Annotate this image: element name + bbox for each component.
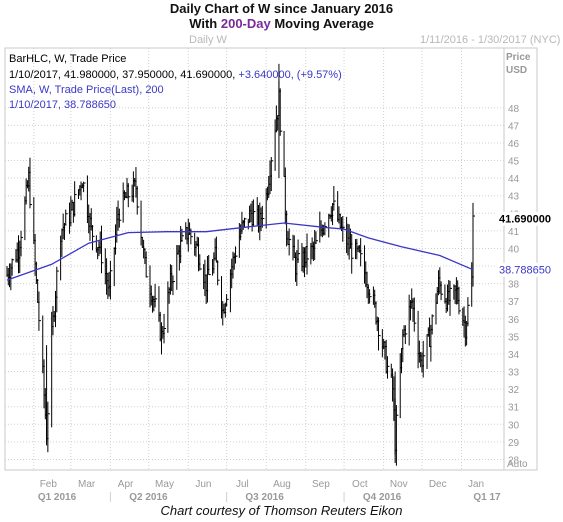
title-highlight: 200-Day [220, 16, 271, 31]
x-month-label: Nov [390, 479, 408, 490]
y-tick-label: 47 [508, 121, 520, 132]
y-tick-label: 48 [508, 104, 520, 115]
plot-frame [4, 47, 505, 471]
last-price-box [497, 211, 555, 226]
legend-series-name: BarHLC, W, Trade Price [9, 53, 126, 65]
x-month-label: Feb [40, 479, 58, 490]
y-tick-label: 36 [508, 315, 520, 326]
y-tick-label: 35 [508, 332, 520, 343]
x-quarter-label: Q4 2016 [363, 492, 402, 503]
chart-title-line1: Daily Chart of W since January 2016 [169, 1, 394, 16]
x-month-label: Oct [352, 479, 368, 490]
x-month-label: Sep [312, 479, 330, 490]
date-range-label: 1/11/2016 - 1/30/2017 (NYC) [420, 34, 561, 46]
y-tick-label: 43 [508, 192, 520, 203]
title-prefix: With [189, 16, 221, 31]
x-quarter-label: Q2 2016 [129, 492, 168, 503]
y-tick-label: 29 [508, 438, 520, 449]
y-axis-panel [503, 47, 538, 471]
x-quarter-label: Q1 17 [473, 492, 501, 503]
y-tick-label: 34 [508, 350, 520, 361]
sma-200-line [6, 222, 474, 281]
y-tick-label: 46 [508, 139, 520, 150]
y-tick-label: 28 [508, 455, 520, 466]
y-tick-label: 45 [508, 157, 520, 168]
y-scale-mode: Auto [507, 459, 528, 470]
y-tick-label: 31 [508, 403, 520, 414]
y-axis-title: Price [506, 52, 531, 63]
y-tick-label: 41 [508, 227, 520, 238]
x-month-label: Dec [429, 479, 447, 490]
sma-value-label: 38.788650 [499, 265, 551, 277]
y-tick-label: 37 [508, 297, 520, 308]
x-month-label: May [155, 479, 174, 490]
x-quarter-label: Q3 2016 [245, 492, 284, 503]
y-tick-label: 38 [508, 280, 520, 291]
legend-sma-value: 1/10/2017, 38.788650 [9, 99, 116, 111]
x-month-label: Aug [273, 479, 291, 490]
x-month-label: Jun [195, 479, 211, 490]
title-suffix: Moving Average [270, 16, 374, 31]
chart-title-line2: With 200-Day Moving Average [0, 16, 563, 31]
y-tick-label: 32 [508, 385, 520, 396]
y-tick-label: 40 [508, 244, 520, 255]
last-price-label: 41.690000 [499, 214, 551, 226]
sma-value-box [497, 262, 555, 277]
chart-name-label: Daily W [189, 34, 227, 46]
x-month-label: Jul [236, 479, 249, 490]
y-tick-label: 44 [508, 174, 520, 185]
chart-caption: Chart courtesy of Thomson Reuters Eikon [160, 503, 403, 518]
y-axis-unit: USD [506, 65, 527, 76]
y-tick-label: 30 [508, 420, 520, 431]
legend-ohlc-values: 1/10/2017, 41.980000, 37.950000, 41.6900… [9, 69, 342, 81]
x-quarter-label: Q1 2016 [38, 492, 77, 503]
y-tick-label: 33 [508, 368, 520, 379]
legend-sma-name: SMA, W, Trade Price(Last), 200 [9, 84, 164, 96]
x-month-label: Jan [468, 479, 484, 490]
x-month-label: Mar [78, 479, 96, 490]
x-month-label: Apr [118, 479, 134, 490]
